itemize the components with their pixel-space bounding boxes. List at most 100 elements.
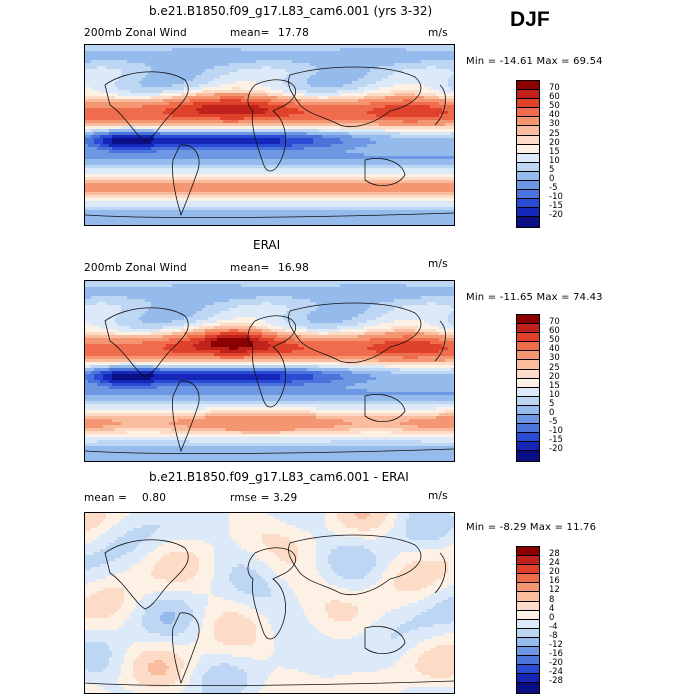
colorbar-tick-label: 25 — [549, 129, 560, 139]
colorbar-box — [517, 208, 539, 218]
colorbar-box — [517, 369, 539, 379]
colorbar-box — [517, 171, 539, 182]
colorbar-box — [517, 99, 539, 109]
colorbar-box — [517, 351, 539, 361]
colorbar-box — [517, 90, 539, 100]
colorbar-tick-label: 10 — [549, 390, 560, 400]
panel3-minmax: Min = -8.29 Max = 11.76 — [466, 522, 596, 533]
colorbar-box — [517, 628, 539, 638]
colorbar-tick-label: 0 — [549, 175, 554, 184]
colorbar-tick-label: 5 — [549, 399, 554, 409]
colorbar-box — [517, 378, 539, 388]
colorbar-box — [517, 601, 539, 611]
panel1-contour-field — [85, 45, 454, 225]
colorbar-tick-label: 70 — [549, 318, 560, 327]
colorbar-tick-label: -10 — [549, 193, 563, 202]
colorbar-box — [517, 556, 539, 566]
colorbar-box — [517, 126, 539, 136]
panel3-mean-value: 0.80 — [142, 492, 166, 504]
panel1-colorbar — [516, 80, 540, 228]
colorbar-box — [517, 333, 539, 343]
colorbar-tick-label: 8 — [549, 595, 554, 605]
colorbar-box — [517, 656, 539, 666]
colorbar-box — [517, 415, 539, 425]
colorbar-box — [517, 144, 539, 154]
colorbar-box — [517, 424, 539, 434]
colorbar-box — [517, 108, 539, 118]
colorbar-tick-label: -24 — [549, 668, 563, 677]
colorbar-box — [517, 665, 539, 675]
colorbar-box — [517, 387, 539, 397]
colorbar-tick-label: 20 — [549, 568, 560, 577]
panel2-colorbar — [516, 314, 540, 462]
panel3-title: b.e21.B1850.f09_g17.L83_cam6.001 - ERAI — [149, 470, 409, 484]
panel2-minmax: Min = -11.65 Max = 74.43 — [466, 292, 603, 303]
colorbar-box — [517, 683, 539, 693]
colorbar-tick-label: -12 — [549, 641, 563, 650]
colorbar-box — [517, 592, 539, 602]
panel1-minmax: Min = -14.61 Max = 69.54 — [466, 56, 603, 67]
colorbar-box — [517, 442, 539, 452]
panel3-rmse: rmse = 3.29 — [230, 492, 297, 504]
colorbar-box — [517, 674, 539, 684]
colorbar-box — [517, 565, 539, 575]
colorbar-tick-label: -20 — [549, 445, 563, 454]
colorbar-box — [517, 153, 539, 163]
colorbar-box — [517, 217, 539, 227]
colorbar-box — [517, 433, 539, 443]
panel1-title: b.e21.B1850.f09_g17.L83_cam6.001 (yrs 3-… — [149, 4, 432, 18]
colorbar-tick-label: -15 — [549, 202, 563, 211]
colorbar-tick-label: 50 — [549, 102, 560, 111]
colorbar-box — [517, 610, 539, 620]
colorbar-tick-label: 0 — [549, 613, 554, 623]
colorbar-box — [517, 547, 539, 557]
colorbar-tick-label: 20 — [549, 138, 560, 148]
colorbar-tick-label: 30 — [549, 354, 560, 363]
colorbar-box — [517, 619, 539, 629]
colorbar-tick-label: 70 — [549, 84, 560, 93]
colorbar-tick-label: -5 — [549, 184, 557, 193]
panel1-units: m/s — [428, 27, 448, 39]
panel3-map — [84, 512, 455, 694]
colorbar-tick-label: -10 — [549, 427, 563, 436]
colorbar-box — [517, 342, 539, 352]
colorbar-tick-label: -4 — [549, 622, 557, 632]
colorbar-tick-label: 60 — [549, 93, 560, 102]
colorbar-tick-label: 0 — [549, 409, 554, 418]
panel2-units: m/s — [428, 258, 448, 270]
colorbar-box — [517, 574, 539, 584]
colorbar-tick-label: -28 — [549, 677, 563, 686]
colorbar-tick-label: 10 — [549, 156, 560, 166]
colorbar-tick-label: -20 — [549, 211, 563, 220]
colorbar-box — [517, 162, 539, 172]
colorbar-tick-label: -5 — [549, 418, 557, 427]
panel1-map — [84, 44, 455, 226]
season-label: DJF — [510, 8, 550, 32]
colorbar-box — [517, 451, 539, 461]
colorbar-tick-label: 5 — [549, 165, 554, 175]
colorbar-box — [517, 360, 539, 370]
colorbar-tick-label: 4 — [549, 604, 554, 614]
colorbar-tick-label: 40 — [549, 345, 560, 354]
colorbar-box — [517, 135, 539, 145]
colorbar-tick-label: 25 — [549, 363, 560, 373]
colorbar-tick-label: 15 — [549, 147, 560, 157]
panel2-title: ERAI — [253, 238, 280, 252]
colorbar-tick-label: -8 — [549, 631, 557, 641]
colorbar-tick-label: 24 — [549, 559, 560, 568]
colorbar-tick-label: -16 — [549, 650, 563, 659]
colorbar-tick-label: 40 — [549, 111, 560, 120]
colorbar-box — [517, 190, 539, 200]
colorbar-box — [517, 396, 539, 406]
panel2-variable-label: 200mb Zonal Wind — [84, 262, 187, 274]
colorbar-tick-label: 20 — [549, 372, 560, 382]
panel1-variable-label: 200mb Zonal Wind — [84, 27, 187, 39]
colorbar-box — [517, 117, 539, 127]
colorbar-tick-label: 12 — [549, 586, 560, 595]
colorbar-box — [517, 583, 539, 593]
colorbar-box — [517, 637, 539, 648]
panel3-units: m/s — [428, 490, 448, 502]
colorbar-box — [517, 405, 539, 416]
colorbar-tick-label: 60 — [549, 327, 560, 336]
colorbar-box — [517, 324, 539, 334]
